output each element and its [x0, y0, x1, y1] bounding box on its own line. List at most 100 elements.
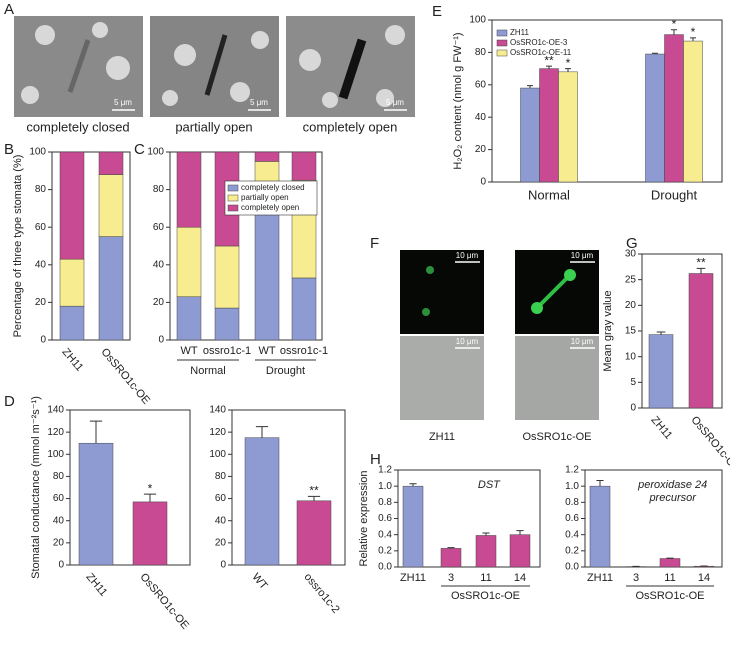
scale-label: 5 μm	[386, 98, 404, 107]
significance: *	[691, 25, 696, 39]
x-tick-label: ossro1c-2	[301, 571, 341, 616]
caption: partially open	[175, 119, 252, 134]
x-tick-label: 11	[480, 572, 491, 584]
bar	[520, 87, 540, 183]
bar	[475, 535, 497, 568]
panel-letter: E	[432, 3, 442, 20]
error-bar	[565, 68, 571, 72]
y-tick-label: 0.6	[378, 513, 392, 524]
legend-label: completely closed	[241, 183, 305, 192]
y-tick-label: 25	[625, 274, 637, 285]
scale-label: 10 μm	[456, 337, 479, 346]
y-tick-label: 120	[47, 427, 64, 438]
annotation: precursor	[648, 492, 697, 504]
y-tick-label: 1.0	[378, 481, 392, 492]
y-tick-label: 60	[475, 79, 487, 90]
error-bar	[143, 493, 157, 502]
error-bar	[671, 29, 677, 35]
plot-frame	[169, 151, 323, 341]
legend-box	[224, 180, 318, 216]
legend-label: ZH11	[510, 28, 530, 37]
legend-label: OsSRO1c-OE-3	[510, 38, 568, 47]
y-tick-label: 0.2	[565, 545, 579, 556]
stoma	[67, 39, 91, 93]
y-tick-label: 40	[215, 515, 227, 526]
y-tick-label: 100	[147, 147, 164, 158]
bar	[539, 68, 559, 183]
x-tick-label: OsSRO1c-OE	[137, 571, 191, 632]
y-axis-label: Percentage of three type stomata (%)	[12, 155, 24, 338]
signal	[564, 269, 576, 281]
y-tick-label: 20	[153, 297, 165, 308]
legend-label: completely open	[241, 203, 299, 212]
y-tick-label: 80	[215, 471, 227, 482]
error-bar	[690, 37, 696, 42]
bar-segment	[176, 296, 202, 341]
bar	[558, 71, 578, 183]
y-tick-label: 40	[153, 259, 165, 270]
plot-frame	[69, 409, 191, 566]
x-tick-label: WT	[258, 345, 275, 357]
bar	[244, 437, 280, 566]
error-bar	[696, 267, 706, 274]
significance: *	[566, 56, 571, 70]
y-tick-label: 0.4	[378, 529, 392, 540]
bar-segment	[98, 174, 124, 237]
x-tick-label: ossro1c-1	[280, 345, 328, 357]
legend-label: partially open	[241, 193, 289, 202]
bar	[683, 40, 703, 183]
y-tick-label: 0	[480, 177, 486, 188]
scale-label: 5 μm	[114, 98, 132, 107]
scale-label: 5 μm	[250, 98, 268, 107]
y-tick-label: 5	[630, 377, 636, 388]
bar-segment	[59, 151, 85, 260]
panel-letter: D	[4, 393, 15, 410]
caption: OsSRO1c-OE	[522, 431, 591, 443]
y-axis-label: Relative expression	[358, 471, 370, 567]
panel-letter: B	[4, 141, 14, 158]
panel-letter: F	[370, 235, 379, 252]
y-tick-label: 0.8	[378, 497, 392, 508]
y-tick-label: 20	[53, 537, 65, 548]
error-bar	[447, 547, 455, 549]
y-axis-label: Mean gray value	[602, 290, 614, 371]
x-tick-label: 14	[698, 572, 710, 584]
x-tick-label: ZH11	[83, 571, 109, 599]
error-bar	[596, 480, 604, 487]
y-tick-label: 0	[630, 403, 636, 414]
significance: **	[696, 256, 706, 270]
error-bar	[656, 331, 666, 335]
y-tick-label: 10	[625, 351, 637, 362]
x-tick-label: ZH11	[400, 572, 426, 584]
panel-letter: A	[4, 1, 14, 18]
micrograph	[515, 336, 599, 420]
micrograph	[515, 250, 599, 334]
y-tick-label: 80	[475, 47, 487, 58]
group-label: OsSRO1c-OE	[635, 590, 704, 602]
x-tick-label: ossro1c-1	[203, 345, 251, 357]
bar	[402, 485, 424, 568]
y-tick-label: 40	[35, 259, 47, 270]
error-bar	[527, 85, 533, 89]
bar-segment	[59, 305, 85, 341]
y-tick-label: 0	[220, 560, 226, 571]
bar-segment	[214, 245, 240, 309]
bar-segment	[291, 277, 317, 341]
y-tick-label: 60	[35, 222, 47, 233]
legend-swatch	[227, 194, 239, 202]
signal	[531, 302, 543, 314]
panel-letter: G	[626, 235, 638, 252]
y-tick-label: 80	[53, 471, 65, 482]
bar	[664, 34, 684, 183]
y-tick-label: 30	[625, 249, 637, 260]
y-tick-label: 20	[475, 144, 487, 155]
group-label: Drought	[266, 365, 305, 377]
y-axis-label: Stomatal conductance (mmol m⁻²s⁻¹)	[30, 396, 42, 579]
error-bar	[255, 426, 269, 438]
group-label: Normal	[190, 365, 225, 377]
legend-swatch	[227, 204, 239, 212]
signal	[535, 273, 572, 310]
y-tick-label: 40	[53, 515, 65, 526]
bar	[78, 442, 114, 566]
